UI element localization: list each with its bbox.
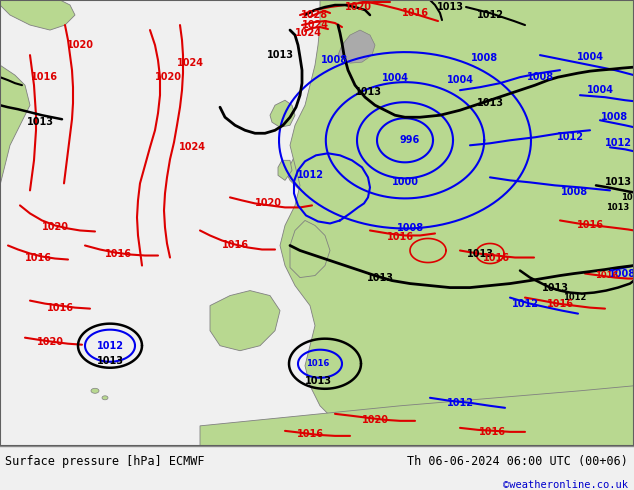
Polygon shape xyxy=(290,220,330,277)
Text: 1020: 1020 xyxy=(155,72,181,82)
Text: 1013: 1013 xyxy=(354,87,382,97)
Text: 1004: 1004 xyxy=(586,85,614,95)
Text: 1024: 1024 xyxy=(176,58,204,68)
Text: 1024: 1024 xyxy=(179,142,205,152)
Polygon shape xyxy=(210,291,280,351)
Text: 1013: 1013 xyxy=(604,177,631,187)
Text: 1013: 1013 xyxy=(477,98,503,108)
Text: 1013: 1013 xyxy=(606,203,630,212)
Text: ©weatheronline.co.uk: ©weatheronline.co.uk xyxy=(503,480,628,490)
Text: 1008: 1008 xyxy=(321,55,349,65)
Polygon shape xyxy=(200,386,634,446)
Text: 1012: 1012 xyxy=(512,298,538,309)
Text: 1016: 1016 xyxy=(25,252,51,263)
Text: 1008: 1008 xyxy=(600,112,628,122)
Text: 1012: 1012 xyxy=(564,293,586,302)
Text: 1020: 1020 xyxy=(254,198,281,208)
Text: 1020: 1020 xyxy=(361,415,389,425)
Text: 1008: 1008 xyxy=(609,269,634,278)
Text: 1028: 1028 xyxy=(301,10,328,20)
Text: 1012: 1012 xyxy=(297,171,323,180)
Text: Surface pressure [hPa] ECMWF: Surface pressure [hPa] ECMWF xyxy=(5,455,205,468)
Polygon shape xyxy=(0,0,75,30)
Text: 1020: 1020 xyxy=(37,337,63,347)
Text: 1016: 1016 xyxy=(387,232,413,243)
Text: 1024: 1024 xyxy=(302,20,328,30)
Text: 1004: 1004 xyxy=(446,75,474,85)
Text: 1016: 1016 xyxy=(221,241,249,250)
Text: 1012: 1012 xyxy=(446,398,474,408)
Text: 1016: 1016 xyxy=(30,72,58,82)
Text: 1016: 1016 xyxy=(595,271,619,280)
Text: 1004: 1004 xyxy=(382,73,408,83)
Text: 1013: 1013 xyxy=(541,283,569,293)
Text: 1016: 1016 xyxy=(482,252,510,263)
Text: 1008: 1008 xyxy=(526,72,553,82)
Text: 1016: 1016 xyxy=(401,8,429,18)
Text: 1020: 1020 xyxy=(344,2,372,12)
Text: 1016: 1016 xyxy=(576,220,604,230)
Polygon shape xyxy=(370,0,420,35)
Polygon shape xyxy=(280,0,634,446)
Polygon shape xyxy=(0,0,30,185)
Text: 1013: 1013 xyxy=(304,376,332,386)
Text: 1008: 1008 xyxy=(396,223,424,233)
Text: 1024: 1024 xyxy=(295,28,321,38)
Text: 1012: 1012 xyxy=(557,132,583,142)
Text: 1013: 1013 xyxy=(436,2,463,12)
Text: 1016: 1016 xyxy=(297,429,323,439)
Text: 1016: 1016 xyxy=(306,359,330,368)
Text: 1012: 1012 xyxy=(477,10,503,20)
Text: 1008: 1008 xyxy=(472,53,498,63)
Text: 1016: 1016 xyxy=(547,298,574,309)
Text: 1004: 1004 xyxy=(576,52,604,62)
Text: 1008: 1008 xyxy=(562,187,588,197)
Text: 996: 996 xyxy=(400,135,420,145)
Text: 1013: 1013 xyxy=(266,50,294,60)
Text: 101: 101 xyxy=(621,193,634,202)
Polygon shape xyxy=(278,160,292,180)
Ellipse shape xyxy=(91,388,99,393)
Text: 1013: 1013 xyxy=(467,248,493,259)
Text: 1020: 1020 xyxy=(67,40,93,50)
Polygon shape xyxy=(285,150,318,191)
Text: 1012: 1012 xyxy=(604,138,631,148)
Text: 1013: 1013 xyxy=(27,117,53,127)
Text: 1016: 1016 xyxy=(105,248,131,259)
Text: 1012: 1012 xyxy=(96,341,124,351)
Polygon shape xyxy=(270,100,295,127)
Text: 1016: 1016 xyxy=(479,427,505,437)
Text: 1020: 1020 xyxy=(41,222,68,232)
Text: 1013: 1013 xyxy=(96,356,124,366)
Polygon shape xyxy=(338,30,375,63)
Text: 1016: 1016 xyxy=(46,303,74,313)
Text: 1013: 1013 xyxy=(366,272,394,283)
Text: Th 06-06-2024 06:00 UTC (00+06): Th 06-06-2024 06:00 UTC (00+06) xyxy=(407,455,628,468)
Ellipse shape xyxy=(102,396,108,400)
Text: 1000: 1000 xyxy=(392,177,418,187)
